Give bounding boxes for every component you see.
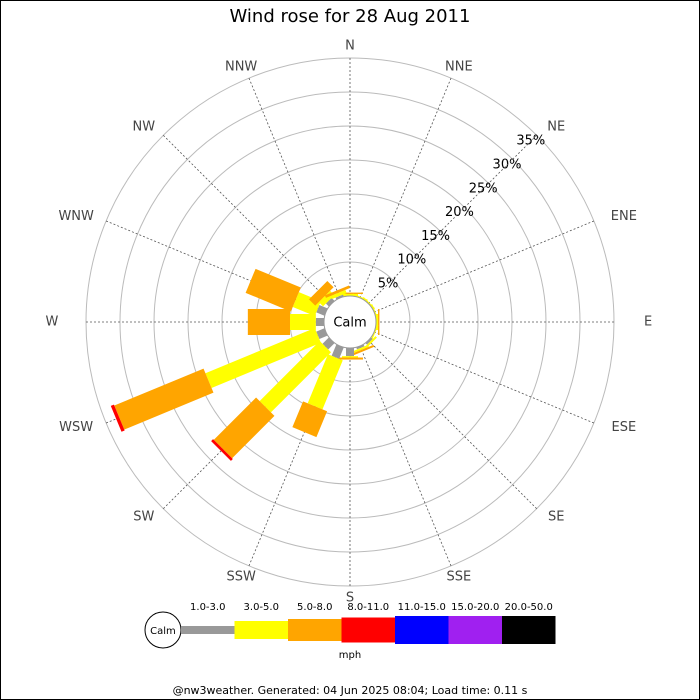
bar-segment — [259, 340, 332, 413]
direction-label: SSE — [446, 569, 471, 584]
direction-label: NE — [547, 119, 565, 134]
bar-segment — [114, 368, 214, 430]
legend-calm-label: Calm — [150, 626, 176, 637]
legend-label: 3.0-5.0 — [244, 602, 279, 613]
bar-segment — [335, 294, 344, 300]
legend-label: 8.0-11.0 — [347, 602, 389, 613]
bar-segment — [315, 318, 324, 326]
bar-segment — [110, 404, 125, 432]
bar-segment — [378, 309, 380, 335]
bar-segment — [211, 439, 233, 461]
bar-segment — [292, 292, 321, 317]
legend-swatch — [502, 616, 556, 644]
direction-label: WSW — [59, 420, 93, 435]
bar-segment — [247, 309, 290, 335]
bar-segment — [316, 304, 328, 316]
direction-label: N — [345, 39, 355, 54]
direction-label: E — [644, 315, 652, 330]
legend-swatch — [181, 626, 235, 634]
bar-segment — [370, 324, 379, 340]
direction-label: SE — [548, 510, 564, 525]
bar-segment — [337, 357, 363, 360]
bar-segment — [316, 328, 328, 340]
legend-label: 1.0-3.0 — [190, 602, 225, 613]
legend-swatch — [448, 616, 502, 644]
direction-label: SW — [133, 510, 154, 525]
ring-label: 15% — [421, 229, 450, 244]
direction-label: NNW — [225, 60, 257, 75]
bar-segment — [245, 268, 301, 312]
direction-label: NW — [133, 119, 156, 134]
ring-label: 5% — [378, 276, 399, 291]
bar-segment — [356, 344, 365, 350]
direction-label: ESE — [611, 420, 636, 435]
bar-segment — [308, 280, 334, 306]
legend-swatch — [234, 621, 288, 639]
legend-label: 15.0-20.0 — [451, 602, 499, 613]
bar-segment — [337, 292, 363, 294]
legend-swatch — [395, 616, 449, 644]
bar-segment — [324, 285, 350, 298]
bar-segment — [342, 293, 358, 296]
direction-label: S — [346, 591, 354, 606]
bar-segment — [365, 337, 373, 345]
direction-label: SSW — [226, 569, 256, 584]
calm-circle — [323, 295, 377, 349]
legend-label: 5.0-8.0 — [297, 602, 332, 613]
legend-swatch — [341, 617, 395, 643]
unit-label: mph — [339, 650, 361, 661]
direction-label: NNE — [445, 60, 473, 75]
legend-label: 20.0-50.0 — [505, 602, 553, 613]
bar-segment — [346, 348, 354, 357]
legend: Calm 1.0-3.0 3.0-5.0 5.0-8.0 8.0-11.0 11.0-15… — [144, 602, 556, 661]
bar-segment — [325, 297, 335, 307]
ring-label: 25% — [469, 181, 498, 196]
rings: 5%10%15%20%25%30%35%NNNENEENEEESESESSESS… — [45, 39, 652, 606]
bar-segment — [331, 344, 344, 359]
bars: Calm — [110, 268, 380, 461]
bar-segment — [213, 397, 275, 459]
direction-label: WNW — [58, 209, 94, 224]
bar-segment — [290, 314, 316, 330]
legend-label: 11.0-15.0 — [398, 602, 446, 613]
footer: @nw3weather. Generated: 04 Jun 2025 08:0… — [173, 684, 528, 697]
legend-swatch — [288, 619, 342, 641]
bar-segment — [307, 354, 343, 410]
bar-segment — [292, 401, 328, 438]
calm-label: Calm — [333, 316, 366, 331]
chart-title: Wind rose for 28 Aug 2011 — [230, 6, 471, 27]
bar-segment — [353, 344, 369, 353]
bar-segment — [205, 327, 321, 389]
bar-segment — [342, 356, 358, 358]
bar-segment — [349, 344, 375, 357]
direction-label: ENE — [611, 209, 637, 224]
bar-segment — [330, 289, 347, 300]
direction-label: W — [45, 315, 58, 330]
